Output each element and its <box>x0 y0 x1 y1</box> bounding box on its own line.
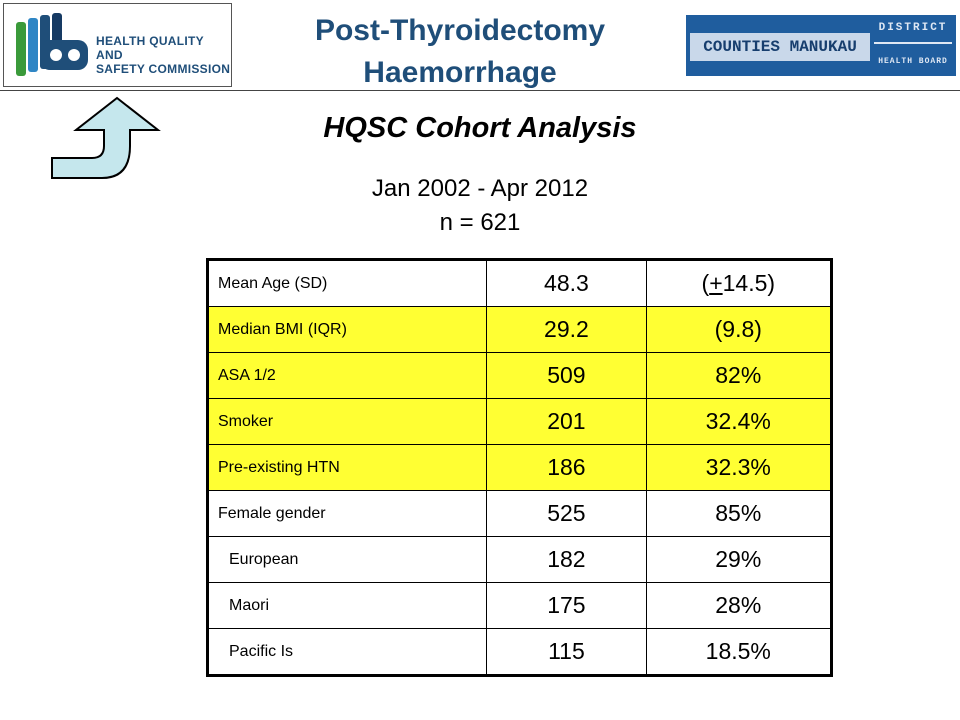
table-row: Median BMI (IQR) 29.2 (9.8) <box>206 306 833 353</box>
row-percent: 29% <box>645 536 833 583</box>
row-label: Pacific Is <box>206 628 488 676</box>
row-value: 29.2 <box>486 306 647 353</box>
table-row: Maori 175 28% <box>206 582 833 629</box>
row-percent: (+14.5) <box>645 259 833 307</box>
row-value: 175 <box>486 582 647 629</box>
hqsc-logo-icon <box>16 13 88 76</box>
row-value: 525 <box>486 490 647 537</box>
sample-size: n = 621 <box>439 209 521 236</box>
hqsc-logo-line1: HEALTH QUALITY AND <box>96 34 204 62</box>
title-line2: Haemorrhage <box>363 56 557 89</box>
row-label: Maori <box>206 582 488 629</box>
row-label: Smoker <box>206 398 488 445</box>
table-row: ASA 1/2 509 82% <box>206 352 833 399</box>
table-row: Smoker 201 32.4% <box>206 398 833 445</box>
hqsc-logo: HEALTH QUALITY AND SAFETY COMMISSION <box>3 3 232 87</box>
row-percent: 32.4% <box>645 398 833 445</box>
paren-open: ( <box>701 270 710 296</box>
cm-logo-divider <box>874 42 952 44</box>
row-value: 186 <box>486 444 647 491</box>
row-value: 182 <box>486 536 647 583</box>
row-percent: 85% <box>645 490 833 537</box>
row-label: ASA 1/2 <box>206 352 488 399</box>
row-label: European <box>206 536 488 583</box>
table-row: Pre-existing HTN 186 32.3% <box>206 444 833 491</box>
table-row: European 182 29% <box>206 536 833 583</box>
table-row: Mean Age (SD) 48.3 (+14.5) <box>206 259 833 307</box>
row-percent: 18.5% <box>645 628 833 676</box>
row-label: Mean Age (SD) <box>206 259 488 307</box>
plus-minus-sign: + <box>709 270 723 296</box>
hqsc-logo-line2: SAFETY COMMISSION <box>96 62 231 76</box>
cohort-period: Jan 2002 - Apr 2012 n = 621 <box>280 172 680 240</box>
header-divider <box>0 90 960 91</box>
table-row: Female gender 525 85% <box>206 490 833 537</box>
cm-logo-main: COUNTIES MANUKAU <box>690 33 870 61</box>
row-value: 115 <box>486 628 647 676</box>
row-percent: 32.3% <box>645 444 833 491</box>
cohort-table: Mean Age (SD) 48.3 (+14.5) Median BMI (I… <box>206 258 833 677</box>
sd-value: 14.5) <box>722 270 776 296</box>
row-percent: 82% <box>645 352 833 399</box>
curved-up-arrow-icon[interactable] <box>48 96 170 196</box>
row-value: 48.3 <box>486 259 647 307</box>
row-percent: (9.8) <box>645 306 833 353</box>
row-value: 201 <box>486 398 647 445</box>
table-row: Pacific Is 115 18.5% <box>206 628 833 676</box>
row-label: Pre-existing HTN <box>206 444 488 491</box>
row-label: Median BMI (IQR) <box>206 306 488 353</box>
date-range: Jan 2002 - Apr 2012 <box>371 175 589 202</box>
page-title: Post-Thyroidectomy Haemorrhage <box>240 10 680 94</box>
row-value: 509 <box>486 352 647 399</box>
counties-manukau-logo: COUNTIES MANUKAU DISTRICT HEALTH BOARD <box>686 15 956 76</box>
row-percent: 28% <box>645 582 833 629</box>
cm-logo-district: DISTRICT <box>878 22 948 34</box>
section-subtitle: HQSC Cohort Analysis <box>323 112 637 144</box>
row-label: Female gender <box>206 490 488 537</box>
title-line1: Post-Thyroidectomy <box>314 14 606 47</box>
cm-logo-health-board: HEALTH BOARD <box>878 57 948 66</box>
